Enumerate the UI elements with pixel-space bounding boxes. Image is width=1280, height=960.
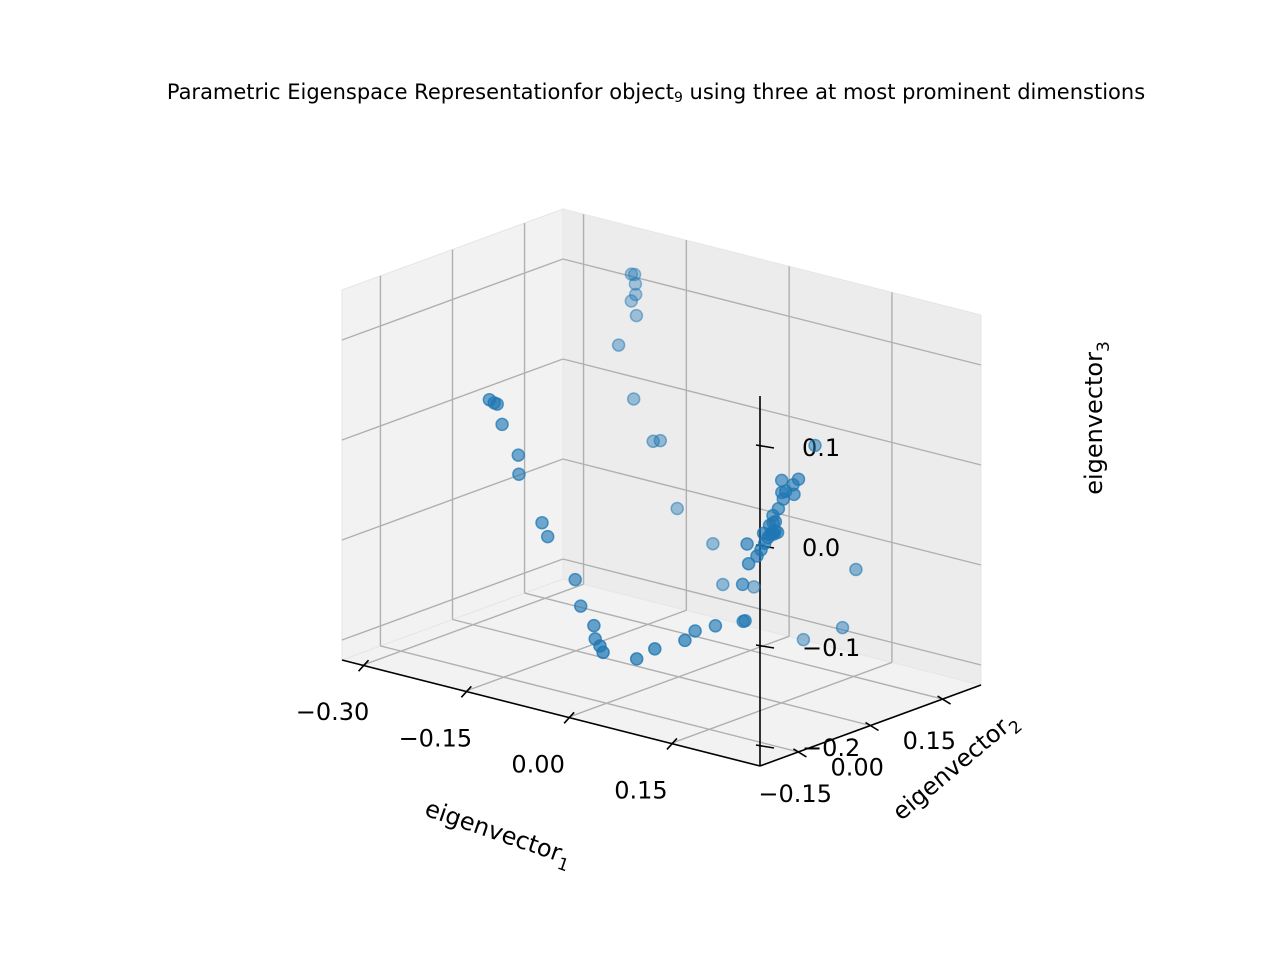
- data-point: [629, 308, 644, 323]
- x-tick-label: −0.15: [399, 724, 473, 752]
- data-point: [511, 448, 526, 462]
- z-tick-label: −0.1: [802, 634, 860, 662]
- x-tick: [357, 659, 370, 672]
- y-tick: [865, 721, 879, 732]
- data-point: [678, 633, 692, 648]
- axis-lines: [341, 396, 982, 767]
- y-tick-label: 0.00: [831, 754, 884, 782]
- y-tick: [793, 748, 807, 758]
- y-tick-label: −0.15: [758, 780, 832, 808]
- data-point: [626, 392, 641, 406]
- data-point: [735, 577, 750, 592]
- data-point: [757, 536, 772, 551]
- data-point: [611, 338, 626, 352]
- data-point: [740, 537, 754, 551]
- x-tick-label: 0.00: [511, 750, 564, 778]
- data-point: [573, 599, 588, 613]
- y-grid-floor: [452, 618, 871, 727]
- data-point: [741, 556, 756, 571]
- z-grid-left: [341, 358, 564, 441]
- data-point: [628, 287, 643, 302]
- z-tick: [755, 444, 775, 449]
- z-grid-back: [562, 258, 982, 366]
- data-point: [791, 472, 806, 486]
- data-point: [747, 580, 761, 594]
- z-tick: [755, 744, 775, 749]
- data-point: [487, 396, 501, 410]
- data-points: [482, 267, 863, 666]
- data-point: [706, 536, 720, 551]
- data-point: [750, 549, 764, 563]
- data-point: [512, 467, 526, 481]
- x-axis-line: [341, 659, 761, 767]
- y-grid-floor: [524, 592, 943, 700]
- x-tick-label: 0.15: [614, 776, 667, 804]
- data-point: [736, 614, 750, 629]
- z-tick-label: −0.2: [802, 734, 860, 762]
- z-grid-back: [562, 358, 982, 466]
- tick-labels: −0.30−0.150.000.15 −0.150.000.15−0.2−0.10…: [296, 434, 956, 808]
- y-axis-label: eigenvector2: [887, 706, 1027, 831]
- z-axis-label: eigenvector3: [1080, 341, 1114, 495]
- z-grid-left: [341, 558, 564, 641]
- y-grid-floor: [380, 645, 799, 753]
- data-point: [716, 577, 730, 592]
- z-tick-label: 0.0: [802, 534, 840, 562]
- z-grid-left: [341, 458, 564, 541]
- data-point: [627, 267, 642, 282]
- data-point: [587, 618, 601, 633]
- z-grid-back: [562, 558, 982, 666]
- data-point: [849, 562, 863, 577]
- data-point: [708, 619, 723, 633]
- data-point: [688, 624, 702, 638]
- x-tick: [563, 711, 575, 724]
- data-point: [653, 433, 668, 448]
- x-tick: [460, 685, 472, 698]
- data-point: [540, 529, 555, 544]
- y-tick: [937, 695, 951, 705]
- gridlines: [341, 214, 982, 753]
- data-point: [535, 515, 549, 530]
- data-point: [835, 620, 850, 635]
- z-tick: [755, 644, 775, 649]
- chart-title: Parametric Eigenspace Representationfor …: [167, 80, 1145, 106]
- y-tick-label: 0.15: [903, 727, 956, 755]
- data-point: [596, 645, 610, 660]
- data-point: [670, 501, 684, 516]
- x-axis-label: eigenvector1: [419, 794, 575, 876]
- data-point: [624, 294, 639, 308]
- x-tick: [666, 737, 678, 750]
- data-point: [648, 642, 662, 656]
- z-grid-left: [341, 258, 564, 341]
- x-tick-label: −0.30: [296, 698, 370, 726]
- data-point: [495, 417, 509, 432]
- data-point: [787, 487, 801, 502]
- data-point: [628, 277, 643, 291]
- data-point: [796, 632, 811, 647]
- data-point: [568, 572, 582, 587]
- data-point: [629, 652, 644, 666]
- data-point: [624, 267, 639, 281]
- data-point: [808, 438, 822, 453]
